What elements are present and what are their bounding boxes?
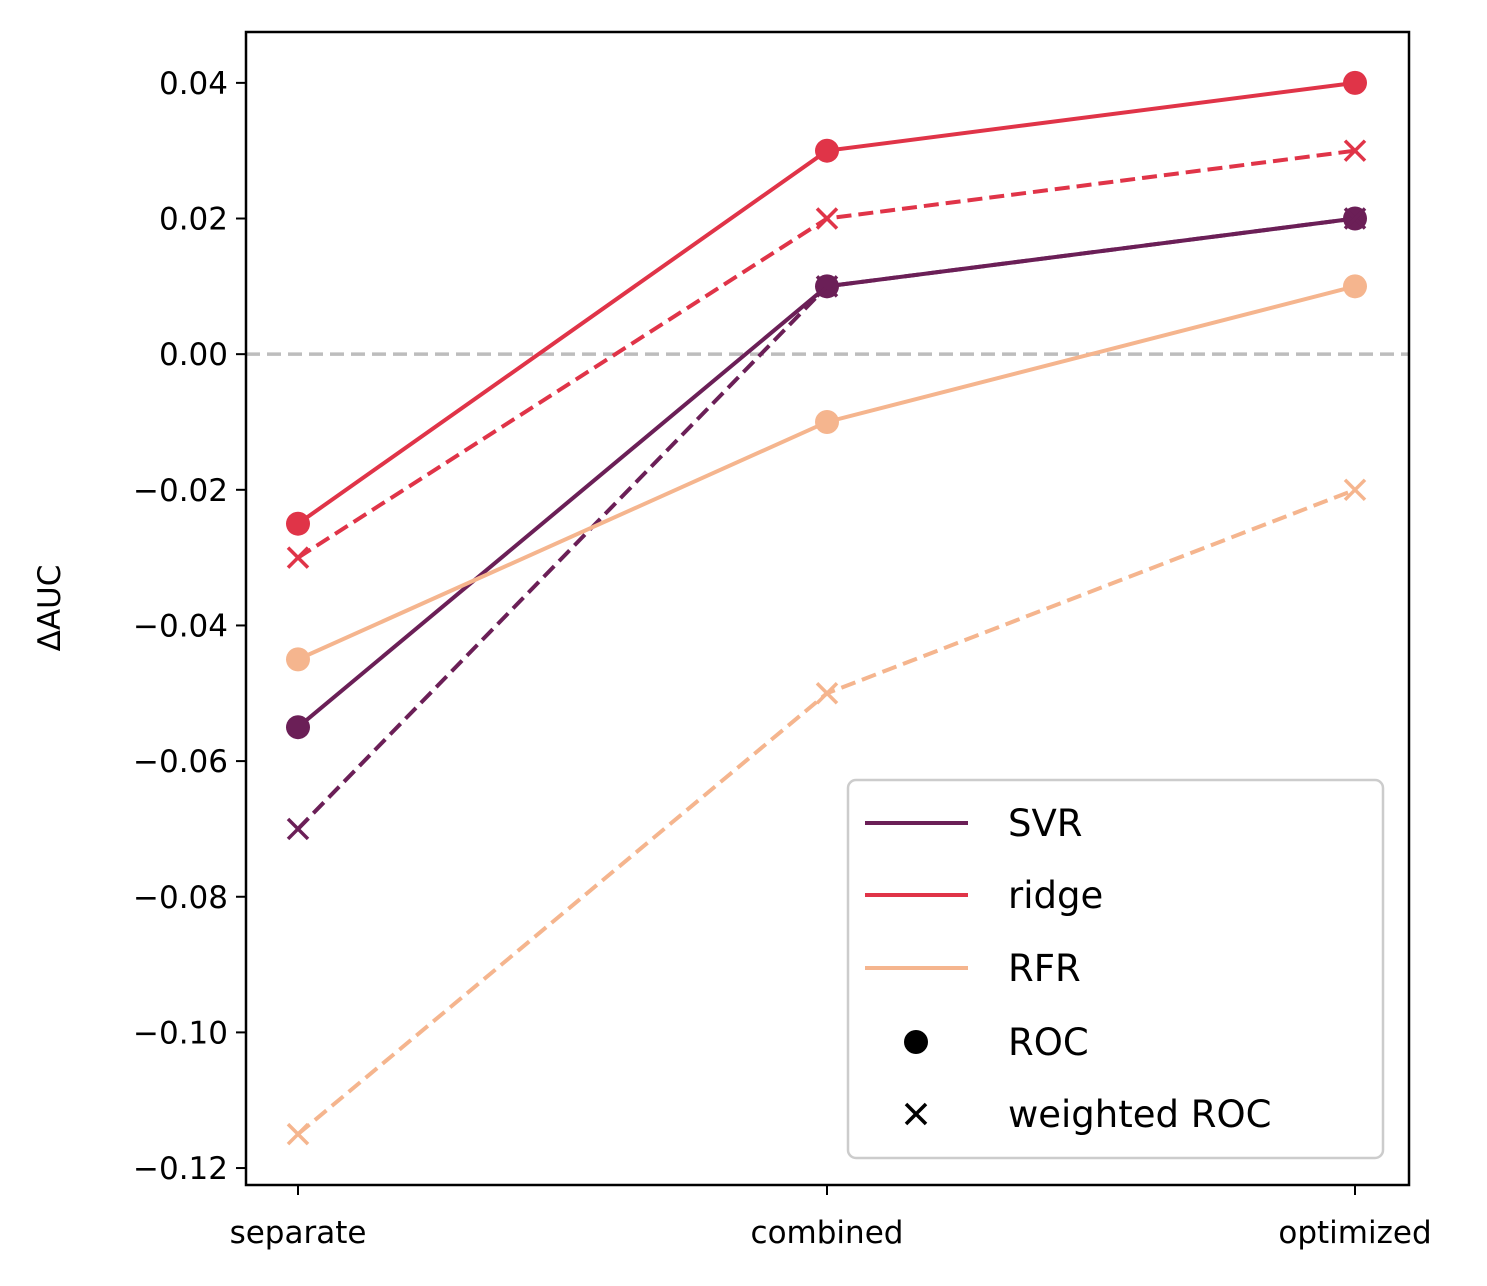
y-tick-label: −0.02 xyxy=(133,473,228,509)
data-point xyxy=(815,138,839,163)
data-point xyxy=(1343,478,1367,502)
data-point xyxy=(286,647,310,672)
data-point xyxy=(286,511,310,536)
x-marker-stroke xyxy=(286,817,310,841)
legend-marker-swatch xyxy=(904,1102,928,1126)
y-tick-label: −0.08 xyxy=(133,880,228,916)
legend-items: SVR ridge RFR ROC weighted ROC xyxy=(865,802,1271,1136)
y-tick-label: −0.12 xyxy=(133,1151,228,1187)
legend-item-weighted-roc: weighted ROC xyxy=(904,1093,1271,1136)
x-marker-stroke xyxy=(815,275,839,298)
data-point xyxy=(815,207,839,230)
x-marker-stroke xyxy=(286,546,310,569)
x-marker-stroke xyxy=(1343,478,1367,502)
legend-label: ROC xyxy=(1008,1021,1089,1064)
y-tick-label: 0.02 xyxy=(159,202,228,238)
data-point xyxy=(286,817,310,841)
x-marker-stroke xyxy=(1343,139,1367,162)
legend-item-roc: ROC xyxy=(904,1021,1089,1064)
data-point xyxy=(1343,70,1367,95)
data-point xyxy=(815,275,839,298)
data-point xyxy=(286,715,310,740)
series-rfr-roc xyxy=(286,274,1367,672)
x-marker-stroke xyxy=(1343,207,1367,230)
y-tick-label: −0.04 xyxy=(133,608,228,644)
legend-label: RFR xyxy=(1008,947,1081,990)
series-svr-weighted-roc xyxy=(286,207,1367,841)
legend-item-svr: SVR xyxy=(865,802,1083,845)
y-tick-label: −0.06 xyxy=(133,744,228,780)
legend-label: SVR xyxy=(1008,802,1083,845)
series-ridge-weighted-roc xyxy=(286,139,1367,569)
y-axis: 0.04 0.02 0.00 −0.02 −0.04 −0.06 −0.08 −0.10 −0.… xyxy=(133,66,246,1187)
x-tick-label: combined xyxy=(751,1215,904,1251)
data-point xyxy=(815,409,839,434)
legend-item-rfr: RFR xyxy=(865,947,1081,990)
y-tick-label: −0.10 xyxy=(133,1015,228,1051)
data-point xyxy=(286,546,310,569)
legend-label: ridge xyxy=(1008,874,1103,917)
data-point xyxy=(1343,139,1367,162)
data-point xyxy=(815,682,839,705)
y-axis-label: ΔAUC xyxy=(32,565,68,652)
series-ridge-roc xyxy=(286,70,1367,536)
x-marker-stroke xyxy=(815,207,839,230)
y-tick-label: 0.04 xyxy=(159,66,228,102)
data-point xyxy=(1343,207,1367,230)
x-tick-label: optimized xyxy=(1278,1215,1431,1251)
series-rfr-weighted-roc xyxy=(286,478,1367,1146)
x-axis: separate combined optimized xyxy=(230,1185,1432,1251)
legend-label: weighted ROC xyxy=(1008,1093,1271,1136)
legend-marker-swatch xyxy=(904,1030,928,1054)
x-marker-stroke xyxy=(815,682,839,705)
legend-item-ridge: ridge xyxy=(865,874,1103,917)
data-point xyxy=(286,1122,310,1146)
legend-frame xyxy=(846,778,1385,1160)
legend: SVR ridge RFR ROC weighted ROC xyxy=(846,778,1385,1160)
y-tick-label: 0.00 xyxy=(159,337,228,373)
x-tick-label: separate xyxy=(230,1215,367,1251)
data-point xyxy=(1343,274,1367,299)
series-layer xyxy=(286,70,1367,1146)
x-marker-stroke xyxy=(286,1122,310,1146)
x-marker-stroke xyxy=(904,1102,928,1126)
